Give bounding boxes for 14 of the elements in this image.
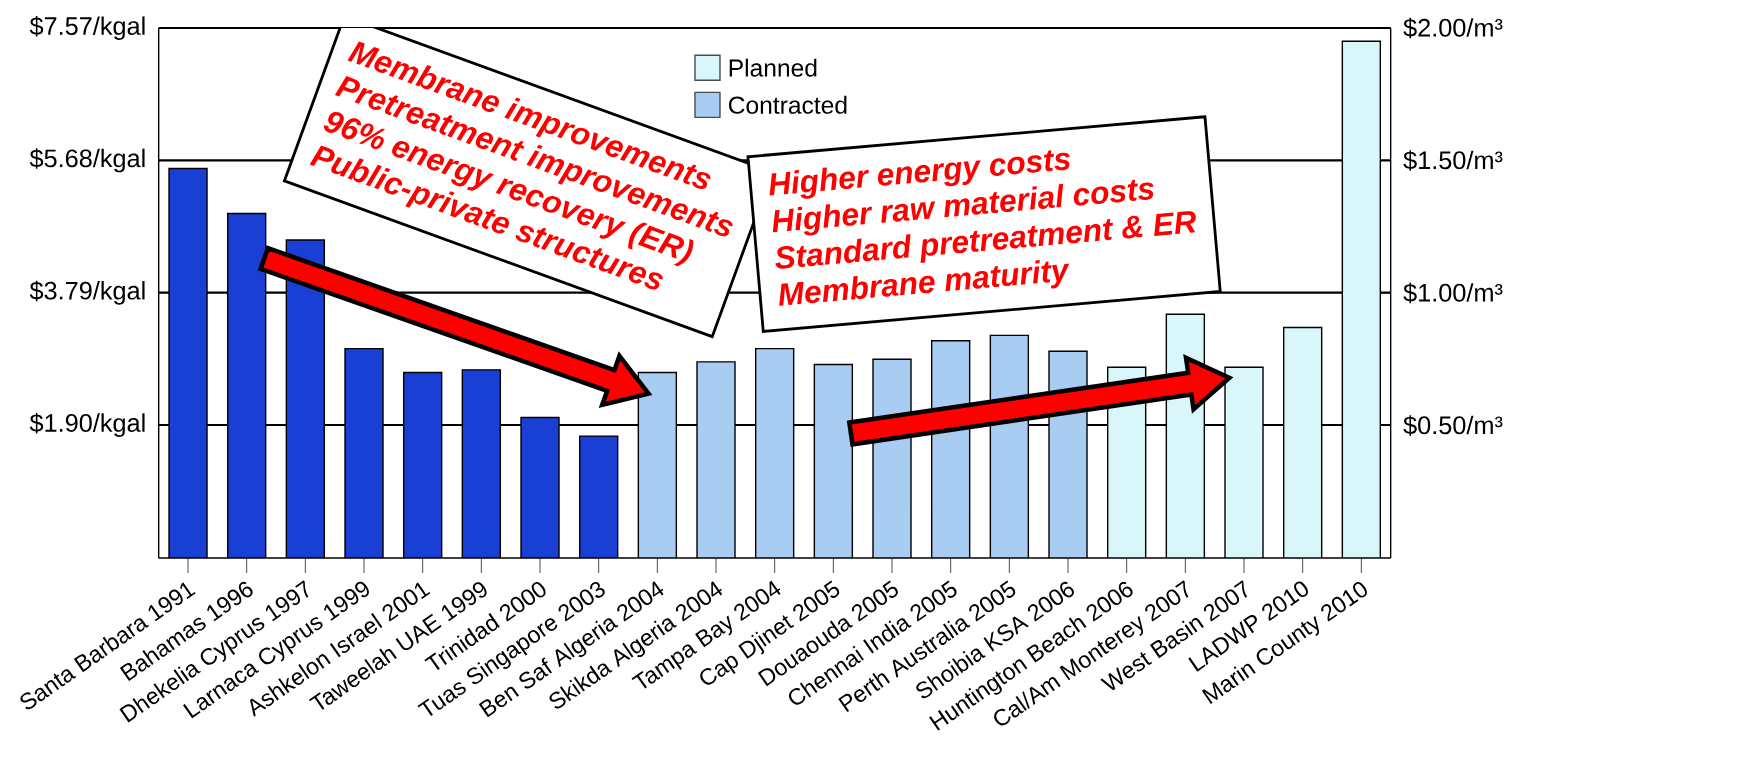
y-tick-label: $3.79/kgal [29,280,145,305]
y2-tick-label: $1.00/m³ [1403,282,1503,304]
legend-label: Contracted [728,95,847,114]
y2-tick-label: $0.50/m³ [1403,415,1503,436]
y2-tick-label: $2.00/m³ [1403,17,1503,39]
legend-label: Planned [729,58,817,77]
y2-tick-label: $1.50/m³ [1403,150,1503,171]
y-tick-label: $7.57/kgal [29,16,145,40]
bar [697,361,736,558]
y-tick-label: $5.68/kgal [29,148,145,173]
bar [638,372,677,558]
bar [814,364,853,558]
bar [755,348,794,558]
y-tick-label: $1.90/kgal [29,412,145,437]
